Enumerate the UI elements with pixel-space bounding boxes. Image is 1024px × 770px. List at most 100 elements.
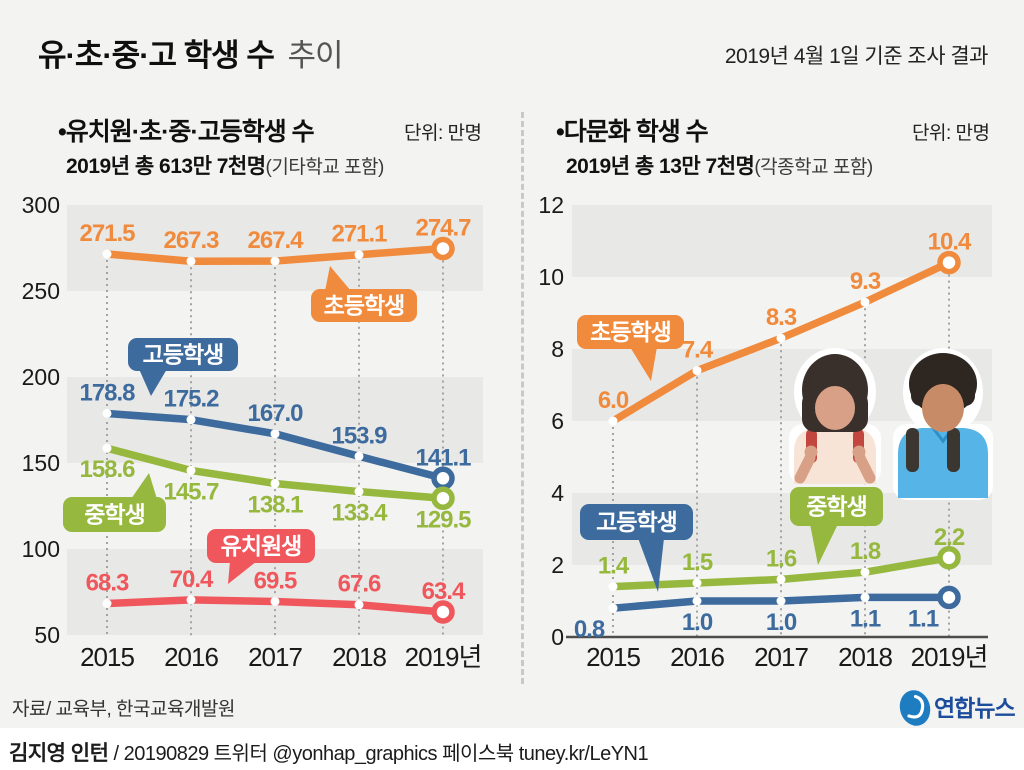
value-label-elementary: 271.5 [79, 220, 135, 247]
data-point-high-school [860, 592, 870, 602]
value-label-kindergarten: 70.4 [170, 566, 214, 593]
left-chart-subtitle: 2019년 총 613만 7천명(기타학교 포함) [66, 150, 384, 180]
value-label-elementary: 274.7 [415, 215, 471, 242]
page-title-sub: 추이 [287, 38, 343, 73]
value-label-high-school: 178.8 [79, 379, 135, 406]
bubble-label: 초등학생 [590, 319, 671, 345]
bubble-pointer [630, 347, 657, 381]
series-bubble-kindergarten: 유치원생 [207, 529, 315, 584]
right-chart-subtitle: 2019년 총 13만 7천명(각종학교 포함) [566, 150, 873, 180]
data-point-final-middle-school [937, 546, 961, 570]
data-point-middle-school [270, 478, 280, 488]
series-bubble-middle-school: 중학생 [790, 487, 883, 565]
girl-arm [854, 452, 876, 484]
value-label-middle-school: 145.7 [163, 478, 219, 505]
y-tick-label: 50 [34, 622, 60, 648]
bubble-box [577, 315, 684, 349]
data-point-high-school [692, 596, 702, 606]
girl-face [815, 386, 855, 430]
x-tick-label: 2015 [586, 642, 640, 672]
y-tick-label: 200 [22, 364, 60, 390]
value-label-elementary: 271.1 [331, 221, 387, 248]
boy-figure [893, 348, 993, 500]
data-point-kindergarten [186, 595, 196, 605]
boy-face [922, 384, 964, 432]
y-tick-label: 10 [538, 264, 564, 290]
data-point-high-school [776, 596, 786, 606]
right-chart-title: •다문화 학생 수 [556, 118, 709, 146]
data-point-final-elementary [937, 250, 961, 275]
credit-contacts: / 20190829 트위터 @yonhap_graphics 페이스북 tun… [108, 743, 649, 765]
value-label-kindergarten: 69.5 [254, 567, 297, 594]
data-point-middle-school [608, 582, 618, 592]
data-point-middle-school [354, 487, 364, 497]
x-tick-label: 2017 [248, 642, 302, 672]
data-point-middle-school [102, 443, 112, 453]
value-label-high-school: 167.0 [247, 400, 303, 427]
y-tick-label: 6 [551, 408, 564, 434]
value-label-kindergarten: 68.3 [86, 570, 129, 597]
value-label-middle-school: 138.1 [247, 491, 303, 518]
value-label-high-school: 0.8 [574, 616, 605, 643]
x-tick-label: 2018 [332, 642, 386, 672]
data-point-elementary [608, 416, 618, 426]
page-title: 유·초·중·고 학생 수 추이 [38, 30, 344, 75]
series-bubble-high-school: 고등학생 [580, 504, 693, 592]
y-tick-label: 300 [22, 192, 60, 218]
value-label-middle-school: 1.8 [850, 538, 881, 565]
series-bubble-high-school: 고등학생 [128, 338, 238, 396]
page-title-main: 유·초·중·고 학생 수 [38, 38, 275, 73]
yonhap-logo-mark [899, 690, 931, 726]
data-point-elementary [692, 366, 702, 376]
value-label-middle-school: 1.5 [682, 549, 713, 576]
bubble-box [580, 504, 693, 540]
bubble-box [790, 487, 883, 526]
yonhap-logo: 연합뉴스 [899, 690, 1016, 726]
data-point-kindergarten [354, 600, 364, 610]
x-tick-label: 2016 [164, 642, 218, 672]
value-label-high-school: 153.9 [331, 422, 387, 449]
data-point-final-elementary [431, 236, 455, 261]
yonhap-logo-swirl-icon [907, 694, 925, 719]
value-label-high-school: 1.1 [908, 605, 939, 632]
bubble-pointer [131, 473, 157, 499]
series-bubble-elementary: 초등학생 [577, 315, 684, 381]
value-label-middle-school: 158.6 [79, 456, 135, 483]
bubble-label: 유치원생 [221, 533, 302, 559]
source-note: 자료/ 교육부, 한국교육개발원 [12, 699, 235, 720]
bubble-label: 고등학생 [143, 342, 224, 368]
bubble-box [311, 289, 417, 322]
y-tick-label: 4 [551, 480, 564, 506]
credit-line: 김지영 인턴 / 20190829 트위터 @yonhap_graphics 페… [9, 737, 649, 767]
bubble-pointer [228, 561, 257, 584]
series-bubble-elementary: 초등학생 [311, 266, 417, 322]
right-chart-note: (각종학교 포함) [754, 157, 873, 178]
yonhap-logo-text: 연합뉴스 [934, 695, 1015, 721]
value-label-high-school: 1.1 [850, 605, 881, 632]
bubble-pointer [139, 369, 167, 396]
value-label-elementary: 267.3 [163, 227, 219, 254]
left-chart-total: 2019년 총 613만 7천명 [66, 155, 266, 178]
value-label-middle-school: 133.4 [331, 500, 388, 527]
series-bubble-middle-school: 중학생 [63, 473, 166, 532]
girl-figure [789, 348, 881, 484]
bubble-box [128, 338, 238, 371]
credit-author: 김지영 인턴 [9, 742, 109, 765]
x-tick-label: 2019년 [405, 642, 482, 672]
bubble-label: 고등학생 [596, 509, 677, 535]
credit-strip: 김지영 인턴 / 20190829 트위터 @yonhap_graphics 페… [0, 728, 1024, 770]
data-point-elementary [776, 333, 786, 343]
boy-backpack-strap [947, 428, 960, 472]
data-point-high-school [270, 429, 280, 439]
left-chart-note: (기타학교 포함) [265, 157, 385, 178]
data-point-middle-school [186, 465, 196, 475]
value-label-middle-school: 129.5 [415, 506, 471, 533]
data-point-high-school [102, 408, 112, 418]
y-tick-label: 8 [551, 336, 564, 362]
girl-hand [852, 445, 866, 459]
girl-hand [804, 445, 818, 459]
y-tick-label: 150 [22, 450, 60, 476]
bubble-pointer [810, 524, 838, 565]
